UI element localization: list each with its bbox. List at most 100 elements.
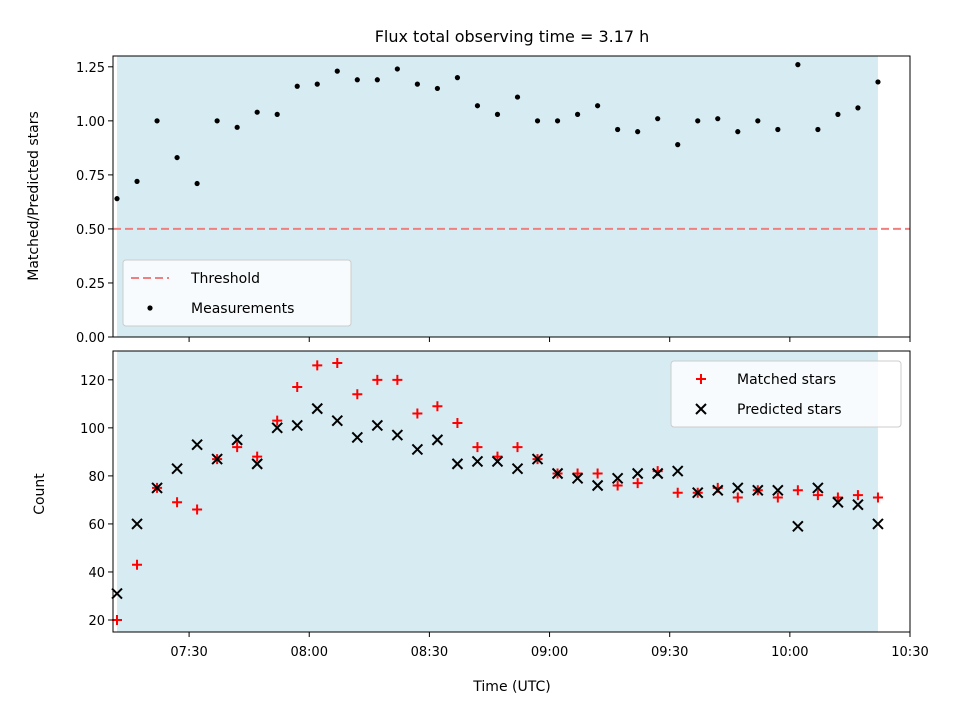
measurement-point xyxy=(214,118,220,124)
matched-stars-point xyxy=(272,415,283,426)
x-tick-label: 08:30 xyxy=(411,645,448,660)
matched-stars-point xyxy=(792,485,803,496)
predicted-stars-point xyxy=(732,482,744,494)
measurement-point xyxy=(194,180,200,187)
predicted-stars-point xyxy=(511,462,524,475)
measurement-point xyxy=(574,111,581,117)
measurement-point xyxy=(855,105,861,111)
measurement-point xyxy=(114,196,120,202)
legend-measurement-swatch xyxy=(147,305,153,311)
measurement-point xyxy=(695,118,701,124)
predicted-stars-point xyxy=(391,429,404,441)
matched-stars-point xyxy=(772,492,783,503)
legend-box xyxy=(122,259,352,327)
predicted-stars-point xyxy=(832,496,844,509)
measurement-point xyxy=(755,118,761,124)
measurement-point xyxy=(735,129,741,135)
top-panel: 0.00 0.25 0.50 0.75 1.00 1.25 Threshold Measure… xyxy=(76,55,911,346)
predicted-stars-point xyxy=(651,467,664,480)
matched-stars-point xyxy=(612,480,623,491)
predicted-stars-point xyxy=(772,484,784,497)
predicted-stars-point xyxy=(792,520,804,533)
chart-title: Flux total observing time = 3.17 h xyxy=(375,27,650,46)
x-tick-label: 07:30 xyxy=(170,645,207,660)
y-tick-label: 1.25 xyxy=(76,61,105,76)
predicted-stars-point xyxy=(692,486,704,499)
predicted-stars-point xyxy=(812,482,824,494)
predicted-stars-point xyxy=(211,453,223,465)
measurement-point xyxy=(534,118,541,124)
predicted-stars-point xyxy=(571,472,584,484)
predicted-stars-point xyxy=(491,455,504,468)
measurement-point xyxy=(494,111,501,117)
matched-stars-point xyxy=(592,468,603,479)
y-tick-label: 0.00 xyxy=(76,331,105,346)
matched-stars-point xyxy=(732,492,743,503)
matched-stars-point xyxy=(432,401,443,412)
legend-label: Threshold xyxy=(190,271,260,287)
predicted-stars-point xyxy=(451,458,464,470)
matched-stars-point xyxy=(392,374,403,385)
y-tick-label: 120 xyxy=(80,374,105,389)
matched-stars-point xyxy=(352,389,363,400)
predicted-stars-point xyxy=(131,518,143,530)
x-tick-label: 08:00 xyxy=(291,645,328,660)
measurement-point xyxy=(474,103,481,109)
y-tick-label: 100 xyxy=(80,422,105,437)
matched-stars-point xyxy=(472,442,483,453)
predicted-stars-point xyxy=(151,482,163,494)
measurement-point xyxy=(294,83,300,89)
legend: Threshold Measurements xyxy=(122,259,352,327)
matched-stars-point xyxy=(172,497,183,508)
matched-stars-point xyxy=(292,382,303,393)
y-tick-label: 60 xyxy=(88,518,105,533)
predicted-stars-point xyxy=(611,472,624,484)
predicted-stars-point xyxy=(271,422,283,434)
predicted-stars-point xyxy=(631,467,644,480)
y-tick-label: 0.25 xyxy=(76,277,105,292)
predicted-stars-point xyxy=(752,484,764,497)
measurement-point xyxy=(675,142,681,148)
y-tick-label: 80 xyxy=(88,470,105,485)
measurement-point xyxy=(514,94,521,100)
predicted-stars-point xyxy=(551,467,564,480)
measurement-point xyxy=(775,126,781,133)
matched-stars-point xyxy=(492,451,503,462)
matched-stars-point xyxy=(252,451,263,462)
matched-stars-point xyxy=(872,492,883,503)
matched-stars-point xyxy=(132,559,143,570)
measurement-point xyxy=(134,178,140,184)
legend-box xyxy=(670,360,902,428)
measurement-point xyxy=(254,109,260,115)
bottom-y-axis-label: Count xyxy=(32,473,48,515)
measurement-point xyxy=(595,103,601,109)
measurement-point xyxy=(815,126,821,133)
matched-stars-point xyxy=(632,478,643,489)
predicted-stars-point xyxy=(852,499,864,511)
predicted-stars-point xyxy=(531,453,544,465)
measurement-point xyxy=(615,126,621,133)
matched-stars-point xyxy=(672,487,683,498)
matched-stars-point xyxy=(812,490,823,501)
matched-stars-point xyxy=(372,374,383,385)
measurement-point xyxy=(795,62,801,68)
predicted-stars-point xyxy=(251,458,263,470)
predicted-stars-point xyxy=(431,434,444,446)
predicted-stars-point xyxy=(171,462,183,475)
bottom-panel: 20 40 60 80 100 120 07:30 08:00 08:30 09:00 09:30 1… xyxy=(80,350,929,660)
measurement-point xyxy=(715,116,721,122)
matched-stars-point xyxy=(512,442,523,453)
predicted-stars-point xyxy=(712,484,724,497)
y-tick-label: 40 xyxy=(88,566,105,581)
measurement-point xyxy=(314,81,320,87)
matched-stars-point xyxy=(572,468,583,479)
legend-label: Measurements xyxy=(191,301,294,317)
y-tick-label: 20 xyxy=(88,614,105,629)
predicted-stars-point xyxy=(111,587,123,600)
matched-stars-point xyxy=(312,360,323,371)
measurement-point xyxy=(394,66,400,72)
matched-stars-point xyxy=(832,492,843,503)
measurement-point xyxy=(154,118,160,124)
legend-label: Predicted stars xyxy=(737,402,842,418)
